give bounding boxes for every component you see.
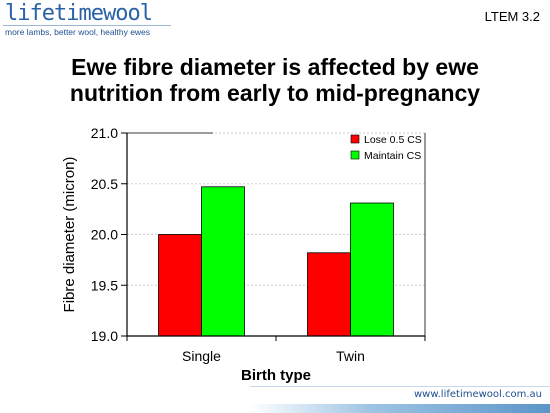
slide-title: Ewe fibre diameter is affected by ewe nu… [0, 54, 550, 106]
labels-layer: Single Twin 19.0 19.5 20.0 20.5 21.0 Birth type… [61, 125, 365, 384]
legend-label: Lose 0.5 CS [364, 134, 422, 146]
title-line-2: nutrition from early to mid-pregnancy [69, 80, 481, 106]
bar [158, 234, 202, 337]
y-tick-label: 19.0 [91, 328, 118, 344]
logo: lifetimewool more lambs, better wool, he… [3, 1, 171, 39]
y-tick-label: 19.5 [91, 277, 118, 293]
bar [307, 252, 351, 337]
y-tick-label: 20.0 [91, 227, 118, 243]
slide-code: LTEM 3.2 [484, 9, 540, 24]
axes-layer [121, 132, 426, 341]
y-axis-label: Fibre diameter (micron) [61, 157, 78, 313]
legend: Lose 0.5 CS Maintain CS [350, 134, 422, 162]
legend-swatch [350, 150, 360, 160]
bar [201, 186, 245, 337]
legend-swatch [350, 134, 360, 144]
legend-label: Maintain CS [364, 150, 421, 162]
logo-text: lifetimewool [5, 1, 153, 26]
x-tick-label: Single [182, 348, 221, 364]
bars-layer [158, 186, 394, 337]
footer-rule [250, 386, 550, 387]
title-line-1: Ewe fibre diameter is affected by ewe [71, 54, 479, 80]
footer-url: www.lifetimewool.com.au [414, 389, 542, 400]
y-tick-label: 20.5 [91, 176, 118, 192]
logo-rule [3, 25, 171, 26]
logo-tagline: more lambs, better wool, healthy ewes [5, 27, 151, 37]
footer-bar [250, 404, 550, 413]
x-tick-label: Twin [336, 348, 365, 364]
x-axis-label: Birth type [241, 367, 311, 384]
y-tick-label: 21.0 [91, 125, 118, 141]
bar [350, 202, 394, 337]
